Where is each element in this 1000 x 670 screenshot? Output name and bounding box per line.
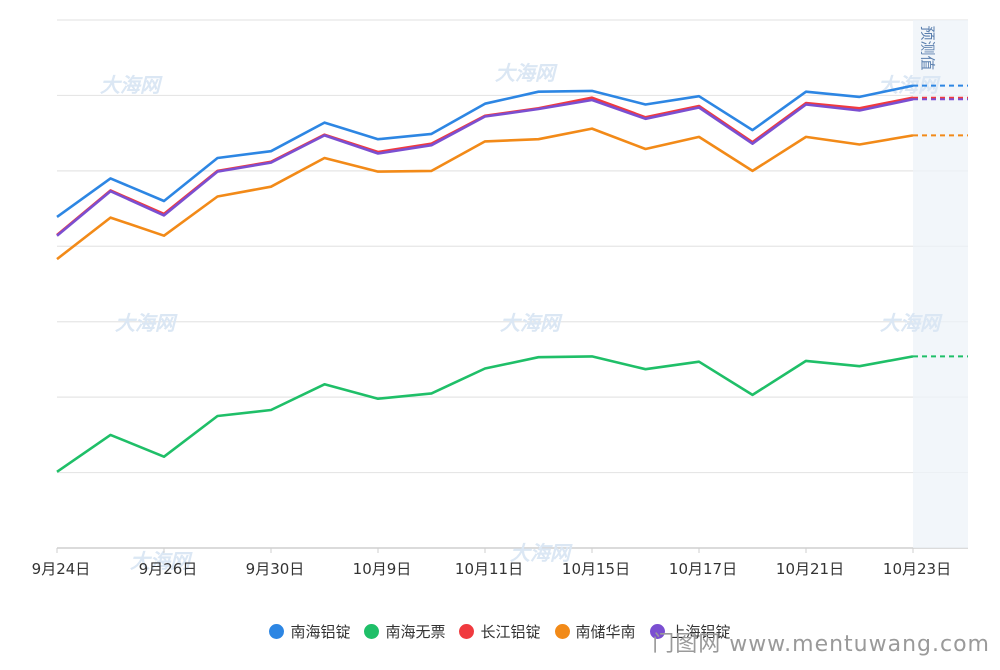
legend-dot bbox=[459, 623, 475, 639]
x-tick-label: 10月9日 bbox=[353, 560, 412, 578]
x-tick-label: 9月30日 bbox=[246, 560, 305, 578]
legend-dot bbox=[649, 623, 665, 639]
forecast-label: 预测值 bbox=[919, 25, 937, 70]
legend-label: 南储华南 bbox=[575, 622, 636, 641]
watermark-text: 大海网 bbox=[115, 311, 178, 335]
x-tick-label: 10月11日 bbox=[455, 560, 523, 578]
watermark-text: 大海网 bbox=[500, 311, 563, 335]
legend-label: 长江铝锭 bbox=[480, 622, 541, 641]
legend-item[interactable]: 上海铝锭 bbox=[649, 621, 731, 642]
legend-dot bbox=[269, 623, 285, 639]
x-tick-label: 10月15日 bbox=[562, 560, 630, 578]
series-line bbox=[56, 355, 914, 473]
forecast-band bbox=[913, 20, 968, 548]
watermark-text: 大海网 bbox=[510, 541, 573, 565]
legend-label: 南海无票 bbox=[385, 622, 446, 641]
series-line bbox=[56, 97, 914, 237]
series-line bbox=[56, 96, 914, 236]
grid-lines bbox=[57, 19, 968, 549]
legend-label: 南海铝锭 bbox=[290, 622, 351, 641]
legend-item[interactable]: 南海铝锭 bbox=[269, 621, 350, 642]
legend-item[interactable]: 长江铝锭 bbox=[459, 621, 541, 642]
series-line bbox=[56, 127, 914, 261]
x-tick-label: 10月21日 bbox=[776, 560, 844, 578]
watermark-text: 大海网 bbox=[880, 311, 943, 335]
legend-item[interactable]: 南储华南 bbox=[554, 621, 636, 642]
x-tick-label: 10月17日 bbox=[669, 560, 737, 578]
x-axis: 9月24日 9月26日 9月30日 10月9日 10月11日 10月15日 10月17日 10… bbox=[32, 548, 951, 578]
x-tick-label: 9月26日 bbox=[139, 560, 198, 578]
legend-item[interactable]: 南海无票 bbox=[364, 621, 445, 642]
legend-dot bbox=[554, 623, 570, 639]
watermark-text: 大海网 bbox=[130, 549, 193, 573]
series-lines bbox=[56, 84, 968, 473]
watermark-text: 大海网 bbox=[495, 61, 558, 85]
legend-label: 上海铝锭 bbox=[670, 622, 731, 641]
x-tick-label: 10月23日 bbox=[883, 560, 951, 578]
watermark-text: 大海网 bbox=[878, 73, 941, 97]
footer-watermark: 门图网 www.mentuwang.com bbox=[652, 632, 990, 657]
watermark-text: 大海网 bbox=[100, 73, 163, 97]
x-tick-label: 9月24日 bbox=[32, 560, 91, 578]
series-line bbox=[56, 84, 914, 218]
legend-dot bbox=[364, 623, 380, 639]
legend: 南海铝锭 南海无票 长江铝锭 南储华南 上海铝锭 bbox=[0, 618, 1000, 644]
